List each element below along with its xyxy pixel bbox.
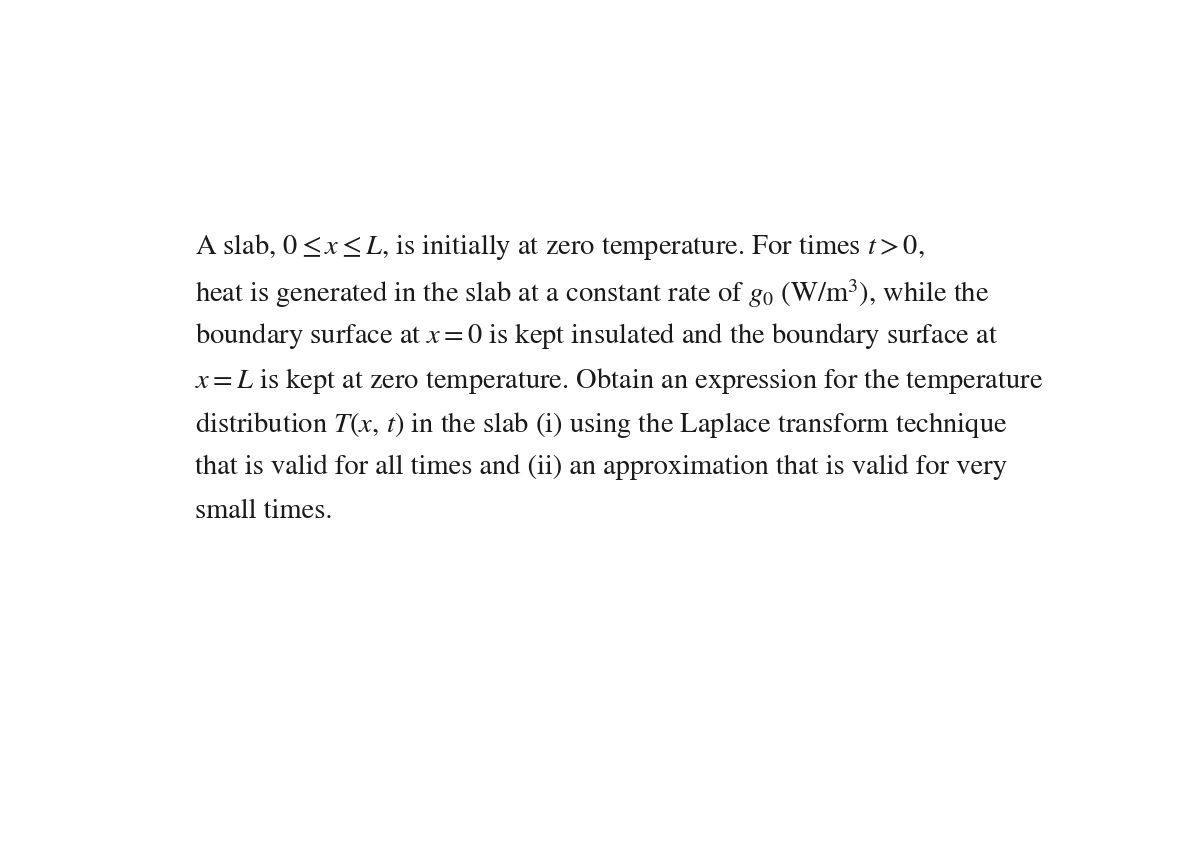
Text: boundary surface at $x = 0$ is kept insulated and the boundary surface at: boundary surface at $x = 0$ is kept insu… [194, 321, 997, 351]
Text: that is valid for all times and (ii) an approximation that is valid for very: that is valid for all times and (ii) an … [194, 455, 1007, 480]
Text: small times.: small times. [194, 499, 332, 524]
Text: distribution $T(x,\, t)$ in the slab (i) using the Laplace transform technique: distribution $T(x,\, t)$ in the slab (i)… [194, 410, 1007, 440]
Text: $x = L$ is kept at zero temperature. Obtain an expression for the temperature: $x = L$ is kept at zero temperature. Obt… [194, 365, 1043, 395]
Text: A slab, $0 \leq x \leq L$, is initially at zero temperature. For times $t > 0$,: A slab, $0 \leq x \leq L$, is initially … [194, 232, 924, 262]
Text: heat is generated in the slab at a constant rate of $g_0$ (W/m$^3$), while the: heat is generated in the slab at a const… [194, 276, 989, 310]
